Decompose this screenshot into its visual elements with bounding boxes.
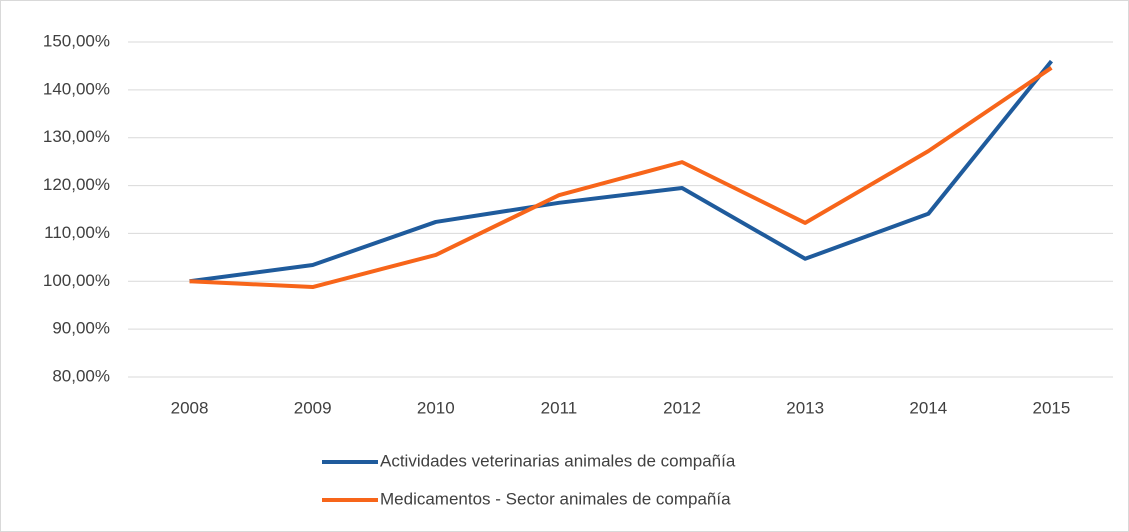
series-line — [189, 66, 1053, 290]
x-tick-label: 2013 — [786, 398, 824, 417]
x-tick-label: 2008 — [171, 398, 209, 417]
legend-label: Medicamentos - Sector animales de compañ… — [380, 489, 731, 508]
x-tick-label: 2015 — [1033, 398, 1071, 417]
x-tick-label: 2009 — [294, 398, 332, 417]
series-line — [189, 59, 1053, 284]
y-tick-label: 130,00% — [43, 127, 110, 146]
y-tick-label: 110,00% — [44, 223, 110, 242]
x-tick-label: 2014 — [909, 398, 947, 417]
y-tick-label: 80,00% — [52, 366, 110, 385]
y-tick-label: 90,00% — [52, 319, 110, 338]
x-tick-label: 2011 — [541, 398, 578, 417]
legend-label: Actividades veterinarias animales de com… — [380, 451, 736, 470]
y-tick-label: 120,00% — [43, 175, 110, 194]
x-tick-label: 2012 — [663, 398, 701, 417]
y-tick-label: 140,00% — [43, 79, 110, 98]
y-tick-label: 150,00% — [43, 31, 110, 50]
x-tick-label: 2010 — [417, 398, 455, 417]
y-tick-label: 100,00% — [43, 271, 110, 290]
